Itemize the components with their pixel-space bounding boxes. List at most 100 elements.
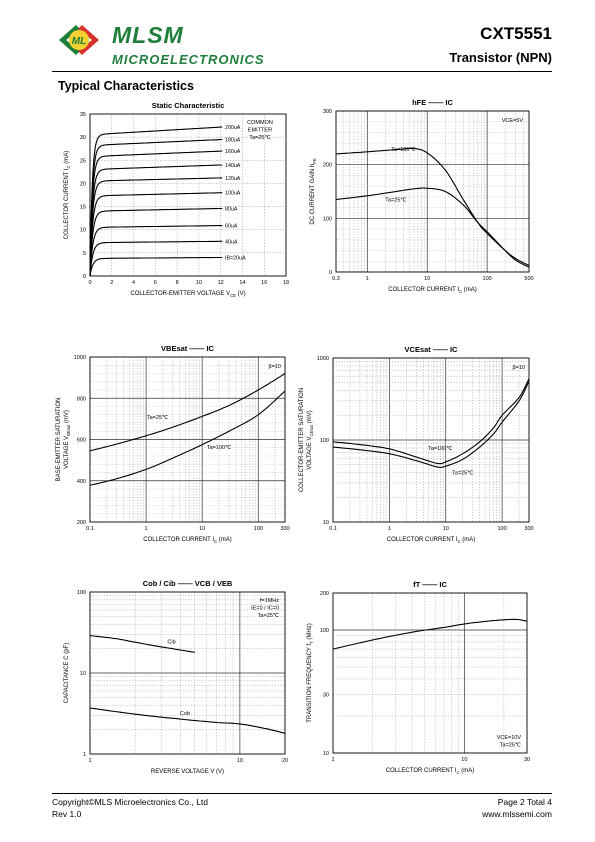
y-tick-label: 1000 bbox=[74, 355, 86, 361]
y-axis-label: DC CURRENT GAIN hFE bbox=[310, 158, 317, 224]
y-tick-label: 100 bbox=[77, 590, 86, 596]
y-tick-label: 15 bbox=[80, 205, 86, 211]
y-axis-label: CAPACITANCE C (pF) bbox=[64, 643, 70, 703]
y-tick-label: 100 bbox=[320, 628, 329, 634]
condition-label: β=10 bbox=[269, 364, 282, 370]
plot-frame bbox=[89, 113, 287, 277]
footer-page-number: Page 2 Total 4 bbox=[497, 797, 552, 807]
legend-text: VCE=10V bbox=[497, 735, 522, 741]
y-tick-label: 200 bbox=[77, 520, 86, 526]
y-tick-label: 5 bbox=[83, 251, 86, 257]
x-tick-label: 100 bbox=[483, 276, 492, 282]
series-label: 120uA bbox=[225, 176, 241, 182]
y-tick-label: 1000 bbox=[317, 356, 329, 362]
y-tick-label: 0 bbox=[83, 274, 86, 280]
y-tick-label: 35 bbox=[80, 112, 86, 118]
series-label: Ta=25℃ bbox=[452, 470, 474, 476]
x-tick-label: 10 bbox=[461, 757, 467, 763]
y-tick-label: 10 bbox=[323, 520, 329, 526]
x-axis-label: COLLECTOR CURRENT IC (mA) bbox=[386, 768, 475, 775]
chart-hfe: 0.3 1 10 100 500 0 100 200 300 hFE —— IC COLLECTOR… bbox=[310, 98, 534, 294]
x-tick-label: 10 bbox=[443, 526, 449, 532]
x-tick-label: 100 bbox=[498, 526, 507, 532]
logo-text: ML bbox=[72, 36, 86, 47]
y-axis-label: COLLECTOR CURRENT IC (mA) bbox=[64, 151, 71, 240]
legend-text: Ta=25℃ bbox=[258, 613, 280, 619]
y-tick-label: 600 bbox=[77, 438, 86, 444]
chart-title: Cob / Cib —— VCB / VEB bbox=[143, 579, 233, 588]
x-tick-label: 2 bbox=[110, 280, 113, 286]
company-logo-icon: ML bbox=[59, 25, 99, 55]
plot-frame bbox=[89, 591, 286, 755]
series-label: Ta=100℃ bbox=[428, 446, 453, 452]
part-description: Transistor (NPN) bbox=[449, 50, 552, 65]
x-tick-label: 0.3 bbox=[332, 276, 340, 282]
series-label: Ta=25℃ bbox=[385, 198, 407, 204]
x-tick-label: 300 bbox=[280, 526, 289, 532]
x-tick-label: 1 bbox=[388, 526, 391, 532]
x-axis-label: COLLECTOR CURRENT IC (mA) bbox=[388, 287, 477, 294]
y-tick-label: 0 bbox=[329, 270, 332, 276]
series-label: Cib bbox=[167, 639, 175, 645]
x-tick-label: 300 bbox=[524, 526, 533, 532]
legend-text: f=1MHz bbox=[260, 598, 279, 604]
y-tick-label: 100 bbox=[323, 216, 332, 222]
x-axis-label: REVERSE VOLTAGE V (V) bbox=[151, 769, 224, 775]
y-tick-label: 30 bbox=[80, 135, 86, 141]
series-label: Cob bbox=[180, 711, 190, 717]
y-tick-label: 10 bbox=[80, 671, 86, 677]
x-tick-label: 10 bbox=[199, 526, 205, 532]
legend-text: COMMON bbox=[247, 120, 273, 126]
x-tick-label: 1 bbox=[366, 276, 369, 282]
y-axis-label: COLLECTOR-EMITTER SATURATION bbox=[299, 388, 305, 492]
y-axis-label-2: VOLTAGE VCEsat (mV) bbox=[307, 410, 314, 469]
chart-title: fT —— IC bbox=[413, 580, 447, 589]
y-tick-label: 1 bbox=[83, 752, 86, 758]
header-divider bbox=[52, 71, 552, 72]
series-label: 80uA bbox=[225, 206, 238, 212]
chart-vcesat: 0.1 1 10 100 300 10 100 1000 VCEsat —— IC COLLECT… bbox=[299, 345, 534, 544]
x-tick-label: 100 bbox=[254, 526, 263, 532]
series-line bbox=[332, 381, 530, 468]
x-axis-label: COLLECTOR CURRENT IC (mA) bbox=[143, 537, 232, 544]
y-tick-label: 200 bbox=[320, 591, 329, 597]
series-line bbox=[332, 618, 528, 650]
legend-text: IE=0 / IC=0 bbox=[251, 606, 279, 612]
series-label: Ta=25℃ bbox=[147, 415, 169, 421]
x-tick-label: 20 bbox=[282, 758, 288, 764]
plot-frame bbox=[332, 357, 530, 523]
y-tick-label: 400 bbox=[77, 479, 86, 485]
brand-name: MLSM bbox=[112, 22, 184, 48]
y-axis-label: BASE-EMITTER SATURATION bbox=[56, 398, 62, 482]
y-tick-label: 10 bbox=[323, 751, 329, 757]
chart-title: Static Characteristic bbox=[152, 101, 225, 110]
y-axis-label: TRANSITION FREQUENCY fT (MHz) bbox=[307, 623, 314, 722]
series-label: 180uA bbox=[225, 137, 241, 143]
series-line bbox=[89, 634, 195, 653]
chart-title: VBEsat —— IC bbox=[161, 344, 215, 353]
series-line bbox=[89, 177, 223, 277]
x-tick-label: 16 bbox=[261, 280, 267, 286]
series-line bbox=[335, 147, 530, 267]
y-tick-label: 20 bbox=[80, 181, 86, 187]
series-line bbox=[89, 240, 223, 277]
series-line bbox=[89, 164, 223, 277]
series-label: 160uA bbox=[225, 149, 241, 155]
part-number: CXT5551 bbox=[480, 24, 552, 43]
x-tick-label: 0.1 bbox=[329, 526, 337, 532]
legend-text: Ta=25℃ bbox=[249, 135, 271, 141]
y-tick-label: 300 bbox=[323, 109, 332, 115]
plot-frame bbox=[89, 356, 286, 523]
x-tick-label: 30 bbox=[524, 757, 530, 763]
legend-text: EMITTER bbox=[248, 128, 272, 134]
plot-frame bbox=[332, 592, 528, 754]
series-line bbox=[89, 138, 223, 277]
series-line bbox=[89, 207, 223, 277]
series-line bbox=[89, 126, 223, 277]
y-tick-label: 200 bbox=[323, 163, 332, 169]
y-tick-label: 100 bbox=[320, 438, 329, 444]
x-tick-label: 1 bbox=[331, 757, 334, 763]
footer-website-link[interactable]: www.mlssemi.com bbox=[482, 809, 552, 819]
